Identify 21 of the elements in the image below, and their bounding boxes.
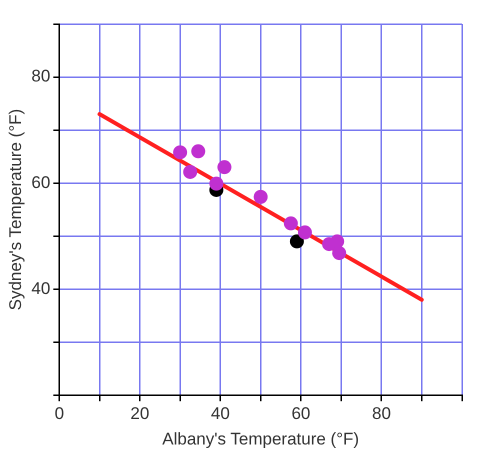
- point: [209, 176, 224, 191]
- point: [191, 144, 206, 158]
- x-tick-label: 60: [291, 404, 310, 424]
- x-tick-label: 20: [130, 404, 150, 424]
- y-tick-label: 80: [31, 66, 50, 86]
- x-axis-title: Albany's Temperature (°F): [162, 429, 360, 448]
- point: [173, 145, 188, 160]
- x-tick-label: 40: [210, 404, 230, 424]
- y-tick-label: 40: [31, 278, 50, 298]
- point: [254, 190, 268, 204]
- point: [217, 160, 232, 174]
- x-tick-label: 80: [372, 404, 391, 424]
- point: [284, 216, 298, 230]
- y-axis-title: Sydney's Temperature (°F): [6, 108, 25, 310]
- x-tick-label: 0: [54, 404, 64, 424]
- point: [183, 164, 198, 179]
- point: [330, 234, 344, 248]
- point: [298, 225, 312, 240]
- y-tick-label: 60: [31, 172, 50, 192]
- point: [332, 246, 346, 260]
- point: [290, 234, 304, 248]
